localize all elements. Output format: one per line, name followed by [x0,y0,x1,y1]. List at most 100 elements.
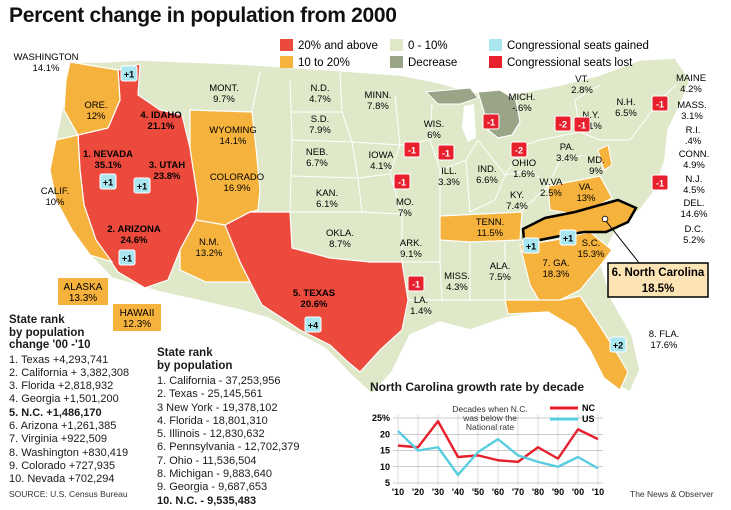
nc-callout-leader [605,220,641,265]
rank-item: 2. California + 3,382,308 [9,366,130,379]
raleigh-marker [601,215,609,223]
state-name: 8. FLA. [649,329,680,340]
seat-lost-badge: -1 [393,173,411,190]
state-pct: 13% [576,193,596,204]
state-pct: 11.5% [477,228,504,239]
state-name: CONN. [679,149,710,160]
state-pct: 1.4% [410,306,432,317]
badge-text: -1 [408,146,416,156]
state-pct: 24.6% [121,235,148,246]
state-label: ARK.9.1% [400,238,422,260]
rank-pop-list: State rank by population 1. California - … [157,347,347,508]
state-label: TENN.11.5% [476,217,505,239]
state-pct: 10% [45,197,65,208]
region-mich-up [424,87,479,105]
state-name: WASHINGTON [14,52,79,63]
state-label: N.M.13.2% [196,237,223,259]
state-pct: 17.6% [651,340,678,351]
alaska-pct: 13.3% [69,293,97,304]
state-pct: 9.1% [400,249,422,260]
rank-heading-line: by population [9,326,85,339]
state-name: S.D. [311,114,329,125]
state-pct: 16.9% [224,183,251,194]
state-label: R.I..4% [685,125,702,147]
state-name: N.D. [311,83,330,94]
state-name: IOWA [369,150,395,161]
state-label: MICH.-.6% [509,92,536,114]
state-name: MO. [396,197,414,208]
state-label: VA.13% [576,182,596,204]
seat-gained-badge: +2 [609,336,627,353]
state-name: VT. [575,74,589,85]
rank-item: 3 New York - 19,378,102 [157,401,278,414]
state-label: N.Y.2.1% [580,110,602,132]
region-wa-or [63,61,121,136]
legend-label: Congressional seats lost [507,57,633,69]
badge-text: -1 [398,178,406,188]
seat-lost-badge: -1 [573,116,591,133]
state-label: WIS.6% [424,119,445,141]
state-name: MICH. [509,92,536,103]
state-pct: 7.8% [367,101,389,112]
hawaii-box [113,304,161,331]
badge-text: -1 [656,100,664,110]
seat-lost-badge: -1 [437,144,455,161]
state-label: MASS.3.1% [677,100,707,122]
alaska-box [58,278,108,305]
state-name: R.I. [686,125,701,136]
legend-swatch-gained [489,39,502,51]
badge-text: -1 [487,118,495,128]
state-pct: 12% [86,111,106,122]
state-name: N.Y. [582,110,599,121]
state-pct: 6.5% [615,108,637,119]
state-pct: 21.1% [148,121,175,132]
legend-swatch-decrease [390,56,403,68]
state-pct: 2.8% [571,85,593,96]
legend-swatch-lost [489,56,502,68]
state-name: MONT. [209,83,239,94]
legend-swatch-10 [280,56,293,68]
state-name: S.C. [582,238,600,249]
rank-pop-heading: State rank by population [157,347,347,372]
state-label: MO.7% [396,197,414,219]
state-pct: 9.7% [213,94,235,105]
state-label: VT.2.8% [571,74,593,96]
badge-text: +1 [526,242,536,252]
state-pct: 35.1% [95,160,122,171]
state-label: PA.3.4% [556,142,578,164]
state-label: KAN.6.1% [316,188,338,210]
state-name: N.H. [617,97,636,108]
state-pct: 20.6% [301,299,328,310]
badge-text: -1 [656,179,664,189]
rank-change-heading: State rank by population change '00 -'10 [9,314,159,352]
state-name: ARK. [400,238,422,249]
state-label: S.D.7.9% [309,114,331,136]
state-pct: 6.7% [306,158,328,169]
state-name: LA. [414,295,428,306]
state-name: 2. ARIZONA [107,224,161,235]
region-fla [504,295,629,391]
credit-note: The News & Observer [630,489,714,499]
state-name: 3. UTAH [149,160,185,171]
state-name: N.J. [686,174,703,185]
state-name: 1. NEVADA [83,149,133,160]
state-label: MINN.7.8% [365,90,392,112]
state-name: ORE. [84,100,107,111]
state-name: CALIF. [41,186,70,197]
legend-label: 20% and above [298,40,378,52]
badge-text: +1 [103,178,113,188]
seat-lost-badge: -1 [651,174,669,191]
state-label: IND.6.6% [476,164,498,186]
seat-lost-badge: -1 [482,113,500,130]
hawaii-name: HAWAII [120,308,155,319]
state-pct: 6.6% [476,175,498,186]
